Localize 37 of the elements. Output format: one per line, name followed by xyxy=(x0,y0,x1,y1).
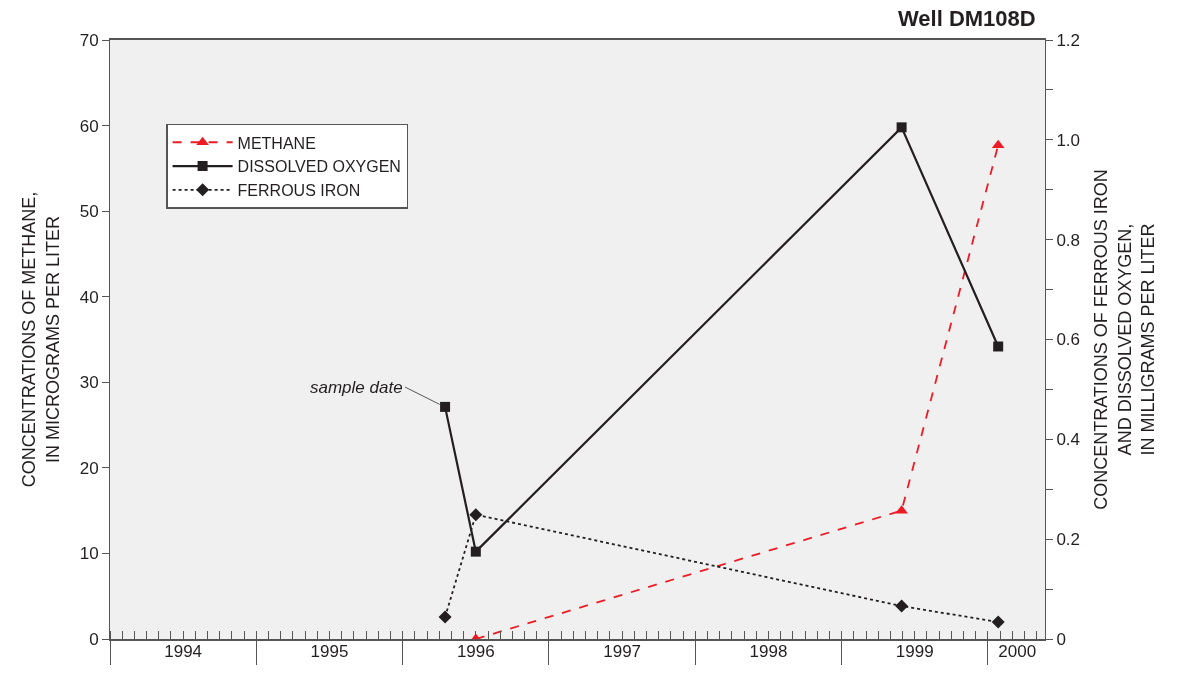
x-tick-label: 1998 xyxy=(749,642,788,661)
legend-label: METHANE xyxy=(237,134,316,152)
y-tick-label: 30 xyxy=(79,373,99,393)
annotation: sample date xyxy=(310,378,403,397)
y-tick-label: 0 xyxy=(89,629,99,649)
point xyxy=(991,615,1005,629)
y2-tick-label: 0.4 xyxy=(1056,430,1081,450)
y-tick-label: 70 xyxy=(79,30,99,50)
y2-tick-label: 0 xyxy=(1056,629,1066,649)
point xyxy=(993,341,1004,352)
x-tick-label: 1994 xyxy=(164,642,203,661)
y-tick-label: 40 xyxy=(79,287,99,307)
point xyxy=(470,546,481,557)
point xyxy=(440,401,451,412)
x-tick-label: 1996 xyxy=(456,642,495,661)
y2-tick-label: 0.8 xyxy=(1056,230,1081,250)
point xyxy=(469,508,483,522)
x-tick-label: 1995 xyxy=(310,642,349,661)
legend-label: DISSOLVED OXYGEN xyxy=(237,158,401,176)
y-tick-label: 20 xyxy=(79,458,99,478)
legend-label: FERROUS IRON xyxy=(237,182,361,200)
x-tick-label: 1999 xyxy=(895,642,934,661)
point xyxy=(896,122,907,133)
chart-title: Well DM108D xyxy=(897,5,1036,31)
y2-tick-label: 0.2 xyxy=(1056,530,1081,550)
y2-tick-label: 1.2 xyxy=(1056,30,1081,50)
y-tick-label: 60 xyxy=(79,116,99,136)
y-axis-title: CONCENTRATIONS OF METHANE, IN MICROGRAMS PER LITER xyxy=(19,191,63,488)
y-tick-label: 10 xyxy=(79,544,99,564)
point xyxy=(895,599,909,613)
y2-tick-label: 0.6 xyxy=(1056,330,1081,350)
point xyxy=(438,610,452,624)
x-tick-label: 2000 xyxy=(998,642,1037,661)
y-tick-label: 50 xyxy=(79,202,99,222)
y2-axis-title: CONCENTRATIONS OF FERROUS IRON AND DISSOLVED OXYGEN, IN MILLIGRAMS PER LITER xyxy=(1091,169,1158,510)
x-tick-label: 1997 xyxy=(603,642,642,661)
y2-tick-label: 1.0 xyxy=(1056,130,1081,150)
